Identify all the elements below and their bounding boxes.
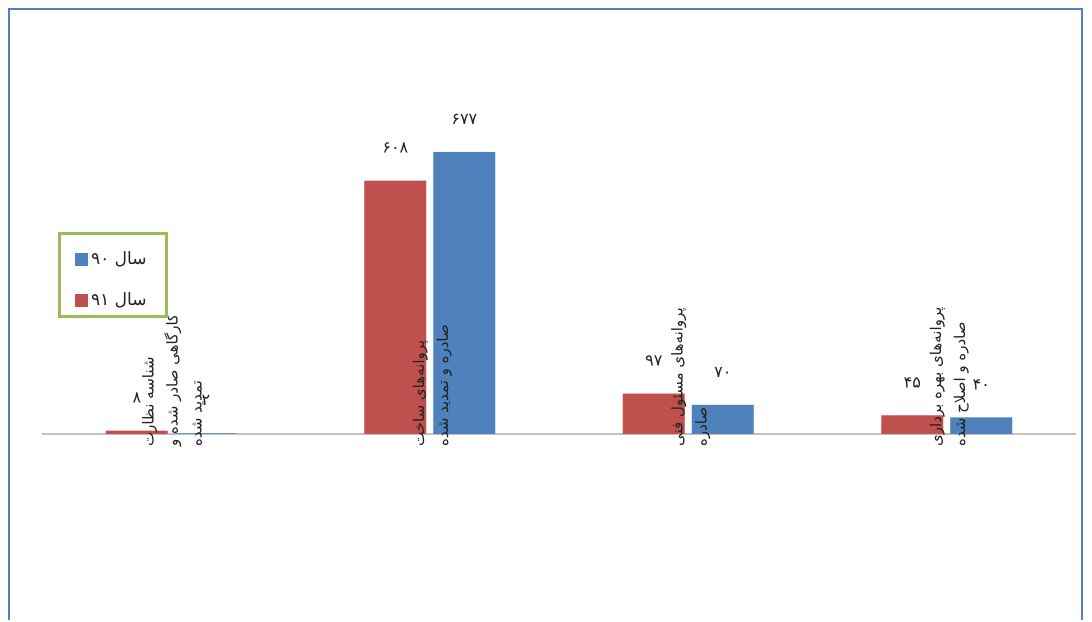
data-label: ۶۷۷ xyxy=(451,109,477,128)
category-label: پروانه‌های بهره برداری صادره و اصلاح شده xyxy=(927,307,969,446)
bar-red xyxy=(105,430,168,434)
bar-blue xyxy=(174,433,237,434)
category-label-line: کارگاهی صادر شده و xyxy=(163,313,181,447)
category-label-line: صادره xyxy=(692,407,710,446)
bar-blue xyxy=(950,417,1013,434)
data-label: ۲ xyxy=(201,390,210,409)
category-label-line: صادره و تمدید شده xyxy=(434,324,452,446)
category-label-line: پروانه‌های ساخت xyxy=(410,340,428,446)
data-label: ۴۰ xyxy=(973,374,990,393)
category-label-line: صادره و اصلاح شده xyxy=(951,322,969,446)
legend-label: سال ۹۱ xyxy=(91,290,147,310)
category-label: پروانه‌های مسئول فنی صادره xyxy=(668,307,710,446)
data-label: ۷۰ xyxy=(714,362,731,381)
category-label-line: شناسه نظارت xyxy=(139,357,157,446)
category-label-line: تمدید شده xyxy=(187,380,205,446)
bar-red xyxy=(622,393,685,434)
bar-red xyxy=(364,180,427,434)
category-label: شناسه نظارت کارگاهی صادر شده و تمدید شده xyxy=(139,313,205,447)
category-label-line: پروانه‌های مسئول فنی xyxy=(668,307,686,446)
data-label: ۶۰۸ xyxy=(382,138,408,157)
chart-legend: سال ۹۰ سال ۹۱ xyxy=(58,232,168,318)
bar-blue xyxy=(433,151,496,434)
bar-chart: ۸ ۲ شناسه نظارت کارگاهی صادر شده و تمدید شده… xyxy=(42,109,1076,447)
bar-red xyxy=(881,415,944,434)
legend-swatch-blue xyxy=(75,252,88,266)
data-label: ۴۵ xyxy=(904,372,921,391)
data-label: ۸ xyxy=(132,388,141,407)
category-label: پروانه‌های ساخت صادره و تمدید شده xyxy=(410,324,452,446)
legend-swatch-red xyxy=(75,293,88,307)
legend-item-series-1: سال ۹۱ xyxy=(75,290,146,310)
category-label-line: پروانه‌های بهره برداری xyxy=(927,307,945,446)
legend-label: سال ۹۰ xyxy=(91,249,147,269)
chart-frame: ۸ ۲ شناسه نظارت کارگاهی صادر شده و تمدید شده… xyxy=(8,8,1083,620)
legend-item-series-2: سال ۹۰ xyxy=(75,249,146,269)
data-label: ۹۷ xyxy=(645,351,663,370)
bar-blue xyxy=(691,404,754,434)
